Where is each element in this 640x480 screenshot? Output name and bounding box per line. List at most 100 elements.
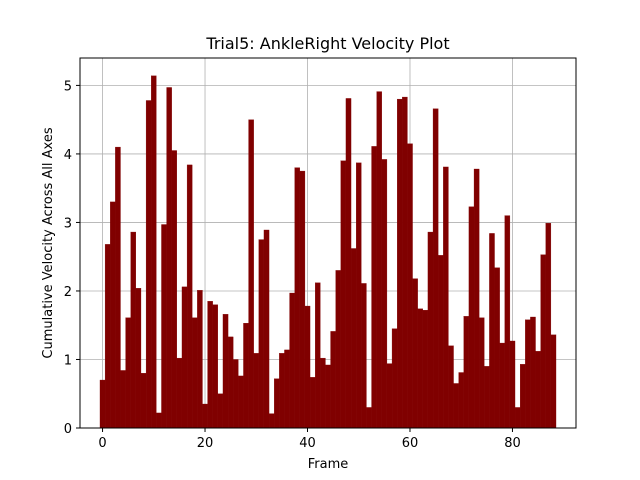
bar: [504, 215, 511, 429]
bar: [140, 373, 147, 429]
bar: [125, 317, 131, 429]
bar: [212, 304, 218, 429]
y-axis-label: Cumulative Velocity Across All Axes: [41, 127, 56, 358]
bar: [514, 407, 521, 429]
bar: [407, 143, 413, 429]
bar: [448, 345, 454, 429]
bar: [489, 233, 495, 429]
bar: [207, 301, 213, 429]
bar: [463, 316, 470, 429]
bar: [427, 231, 434, 429]
bar: [453, 383, 459, 429]
bar: [443, 166, 449, 429]
bar: [238, 375, 244, 429]
bar: [268, 413, 275, 429]
bar: [145, 100, 152, 429]
bar: [186, 164, 193, 429]
bar: [104, 244, 111, 429]
bar: [115, 146, 121, 429]
y-tick-label: 0: [64, 422, 72, 437]
bar: [381, 159, 388, 429]
bar: [402, 96, 408, 429]
bar: [227, 336, 234, 429]
bar: [366, 407, 372, 429]
plot-frame: [79, 57, 577, 429]
bar: [217, 393, 224, 429]
bar: [530, 316, 536, 429]
bar: [233, 359, 239, 429]
bar: [110, 201, 116, 429]
bar: [135, 288, 142, 429]
bar: [294, 167, 300, 429]
bar: [130, 231, 137, 429]
bar: [330, 331, 336, 429]
y-tick-label: 4: [64, 148, 72, 163]
bar: [161, 224, 167, 429]
bar: [484, 366, 490, 429]
bar: [253, 353, 259, 429]
bar: [391, 328, 398, 429]
bar: [350, 248, 357, 429]
bar: [263, 229, 270, 429]
x-tick-label: 80: [504, 436, 521, 451]
bar: [479, 317, 485, 429]
bar: [499, 342, 505, 429]
bar: [494, 267, 500, 429]
y-tick-label: 3: [64, 216, 72, 231]
bar: [340, 160, 347, 429]
bar: [181, 286, 188, 429]
bar: [315, 282, 321, 429]
bar: [99, 379, 106, 429]
bar: [432, 108, 439, 429]
bar: [197, 290, 203, 429]
y-tick-label: 5: [64, 79, 72, 94]
bar: [166, 87, 172, 429]
bar: [320, 357, 326, 429]
y-tick-label: 2: [64, 285, 72, 300]
chart-title: Trial5: AnkleRight Velocity Plot: [205, 34, 449, 53]
bar: [304, 305, 311, 429]
bar: [151, 75, 157, 429]
bar: [361, 283, 367, 429]
y-tick-label: 1: [64, 353, 72, 368]
bar: [171, 150, 177, 429]
bars: [99, 75, 557, 429]
x-tick-label: 0: [98, 436, 106, 451]
bar: [468, 206, 475, 429]
bar: [202, 403, 208, 429]
bar: [458, 372, 464, 429]
bar: [289, 292, 295, 429]
bar: [386, 363, 393, 429]
bar: [376, 91, 382, 429]
bar: [519, 364, 526, 429]
bar: [279, 353, 285, 429]
bar: [325, 364, 331, 429]
bar: [356, 162, 362, 429]
bar: [412, 278, 418, 429]
bar: [222, 314, 229, 429]
bar: [438, 255, 444, 429]
bar: [509, 340, 516, 429]
bar: [258, 239, 265, 429]
bar: [274, 378, 280, 429]
bar: [417, 308, 423, 429]
bar: [192, 317, 198, 429]
bar: [397, 98, 403, 429]
bar: [284, 349, 290, 429]
bar: [156, 412, 162, 429]
bar: [422, 309, 429, 429]
x-tick-label: 60: [402, 436, 419, 451]
bar: [176, 357, 183, 429]
bar: [550, 334, 557, 429]
x-tick-label: 20: [197, 436, 214, 451]
bar: [545, 222, 552, 429]
bar: [248, 119, 254, 429]
bar: [335, 270, 341, 429]
x-axis-ticks: 0 20 40 60 80: [98, 428, 521, 451]
bar: [371, 146, 377, 429]
bar: [120, 370, 126, 429]
bar: [525, 319, 531, 429]
y-axis-ticks: 0 1 2 3 4 5: [64, 79, 80, 437]
bar: [473, 168, 480, 429]
